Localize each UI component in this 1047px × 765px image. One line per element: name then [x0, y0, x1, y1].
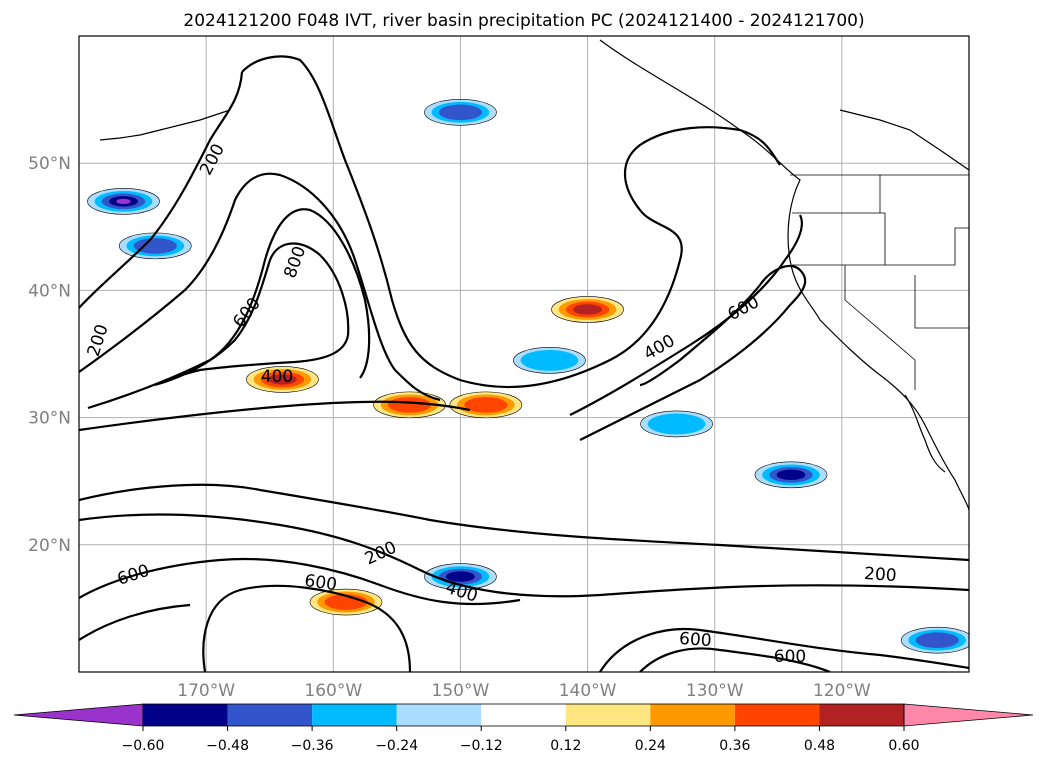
- lat-label: 50°N: [28, 154, 71, 174]
- figure-title: 2024121200 F048 IVT, river basin precipi…: [183, 11, 864, 31]
- colorbar-bin: [819, 704, 904, 726]
- precip-patch: [309, 588, 383, 616]
- colorbar-bin: [143, 704, 228, 726]
- colorbar: [13, 703, 1034, 727]
- contour-label: 600: [303, 571, 338, 595]
- lat-label: 30°N: [28, 409, 71, 429]
- latitude-labels: 50°N 40°N 30°N 20°N: [28, 154, 71, 556]
- colorbar-extend-low: [13, 703, 144, 727]
- precipitation-pc-patches: [87, 99, 969, 654]
- colorbar-bin: [734, 704, 820, 726]
- lon-label: 170°W: [177, 681, 235, 701]
- colorbar-tick-label: −0.12: [460, 738, 503, 754]
- lon-label: 150°W: [432, 681, 490, 701]
- colorbar-extend-high: [903, 703, 1034, 727]
- colorbar-tick-label: −0.48: [206, 738, 249, 754]
- colorbar-bin: [565, 704, 651, 726]
- precip-patch: [449, 391, 523, 419]
- state-borders: [790, 174, 969, 390]
- colorbar-tick-label: 0.24: [635, 738, 666, 754]
- colorbar-frame: [142, 703, 905, 727]
- colorbar-tick-label: −0.60: [122, 738, 165, 754]
- colorbar-tick-label: 0.48: [804, 738, 835, 754]
- precip-patch: [118, 232, 192, 260]
- colorbar-tick-label: 0.36: [719, 738, 750, 754]
- colorbar-bin: [312, 704, 397, 726]
- precip-patch: [424, 99, 497, 126]
- contour-label: 600: [774, 647, 806, 667]
- colorbar-bin: [396, 704, 482, 726]
- precip-patch: [754, 461, 828, 489]
- precip-patch: [551, 296, 624, 323]
- colorbar-tick-label: 0.60: [888, 738, 919, 754]
- precip-patch: [424, 563, 497, 590]
- colorbar-tick-label: −0.24: [375, 738, 418, 754]
- precip-patch: [246, 366, 319, 393]
- longitude-labels: 170°W 160°W 150°W 140°W 130°W 120°W: [177, 681, 871, 701]
- contour-label: 400: [261, 367, 293, 387]
- precip-patch: [513, 347, 586, 374]
- lon-label: 160°W: [304, 681, 362, 701]
- ivt-contours: [79, 55, 969, 672]
- precip-patch: [87, 188, 160, 215]
- colorbar-ticks: −0.60 −0.48 −0.36 −0.24 −0.12 0.12 0.24 0.36 0.4…: [122, 726, 920, 754]
- contour-label: 200: [863, 564, 897, 586]
- precip-patch: [640, 410, 713, 438]
- precip-patch: [900, 626, 969, 654]
- colorbar-bin: [650, 704, 735, 726]
- contour-label: 600: [678, 629, 712, 651]
- lon-label: 120°W: [813, 681, 871, 701]
- colorbar-tick-label: −0.36: [291, 738, 334, 754]
- colorbar-tick-label: 0.12: [550, 738, 581, 754]
- colorbar-bin: [481, 704, 566, 726]
- lon-label: 130°W: [686, 681, 744, 701]
- lon-label: 140°W: [559, 681, 617, 701]
- lat-label: 40°N: [28, 281, 71, 301]
- map-frame: [78, 35, 970, 673]
- colorbar-bin: [227, 704, 313, 726]
- lat-label: 20°N: [28, 536, 71, 556]
